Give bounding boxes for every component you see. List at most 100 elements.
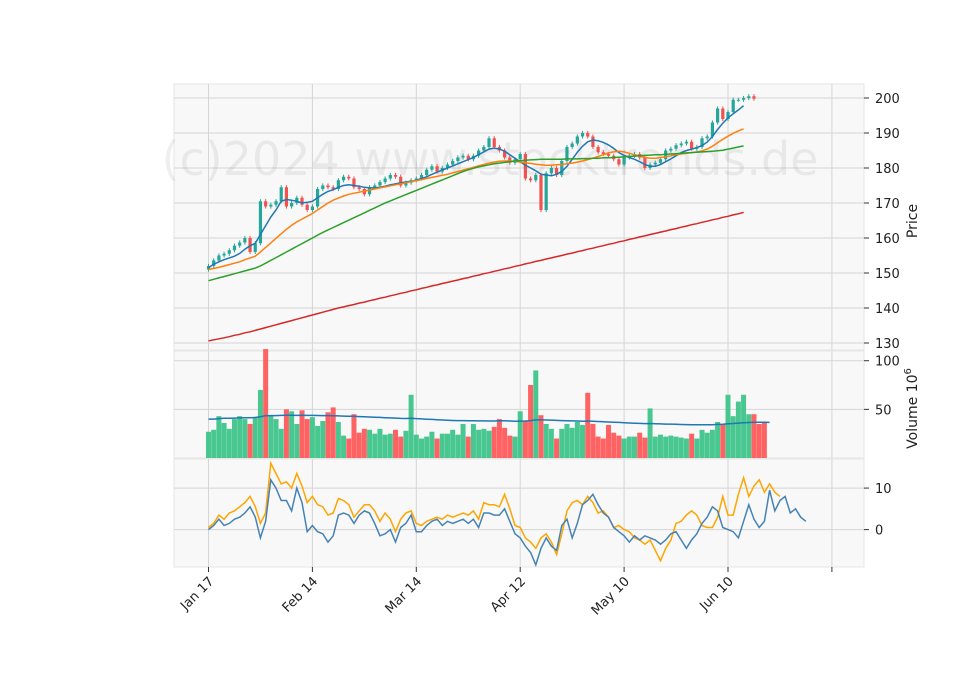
volume-bar-up bbox=[741, 394, 747, 458]
volume-bar-down bbox=[398, 436, 404, 458]
volume-bar-up bbox=[242, 419, 248, 458]
osc-a-line bbox=[208, 460, 781, 563]
candle-up-body bbox=[274, 201, 278, 205]
candle-up-body bbox=[336, 180, 340, 189]
candle-down-body bbox=[508, 157, 512, 163]
candle-up-body bbox=[741, 98, 746, 100]
volume-bar-down bbox=[465, 436, 471, 458]
volume-bar-down bbox=[522, 421, 528, 458]
candle-up-body bbox=[736, 99, 740, 101]
candle bbox=[456, 155, 460, 164]
candle-up-body bbox=[373, 185, 377, 188]
candle bbox=[544, 171, 548, 213]
candle-up-body bbox=[321, 185, 325, 189]
candle-up-body bbox=[253, 243, 257, 252]
candle-up-body bbox=[243, 238, 247, 243]
candle bbox=[477, 148, 481, 158]
candle-up-body bbox=[622, 157, 626, 165]
volume-ytick-label: 50 bbox=[875, 403, 892, 418]
candle-up-body bbox=[560, 161, 564, 175]
candle-up-body bbox=[679, 143, 683, 146]
volume-bar-down bbox=[346, 438, 352, 458]
candle bbox=[741, 95, 746, 102]
volume-bar-down bbox=[637, 432, 643, 458]
candle bbox=[549, 165, 553, 176]
volume-bar-down bbox=[689, 433, 695, 458]
volume-bar-down bbox=[756, 423, 762, 458]
candle-down-body bbox=[601, 152, 605, 154]
candle-up-body bbox=[477, 150, 481, 156]
volume-bar-up bbox=[237, 416, 243, 458]
candle-up-body bbox=[716, 108, 720, 123]
candle-up-body bbox=[310, 206, 314, 210]
candle-up-body bbox=[290, 203, 294, 207]
candle bbox=[264, 199, 268, 209]
candle-up-body bbox=[658, 159, 663, 163]
candle bbox=[591, 134, 595, 150]
candle-down-body bbox=[528, 178, 533, 181]
volume-bar-up bbox=[548, 428, 554, 458]
volume-bar-down bbox=[585, 392, 591, 458]
candle-up-body bbox=[227, 250, 231, 254]
xtick-label: Feb 14 bbox=[280, 574, 322, 616]
candle bbox=[658, 157, 663, 165]
candle-down-body bbox=[331, 187, 335, 189]
volume-bar-up bbox=[652, 436, 658, 458]
xtick-label: Apr 12 bbox=[488, 574, 529, 615]
candle-up-body bbox=[425, 169, 429, 175]
candle-up-body bbox=[570, 143, 574, 147]
volume-bar-up bbox=[216, 416, 222, 458]
candle bbox=[565, 144, 569, 164]
candle-up-body bbox=[341, 176, 346, 181]
volume-bar-down bbox=[642, 437, 648, 458]
candle-down-body bbox=[523, 154, 527, 179]
volume-bar-up bbox=[657, 434, 663, 458]
candle bbox=[310, 204, 314, 213]
candle-up-body bbox=[580, 133, 585, 137]
volume-bar-down bbox=[325, 412, 331, 458]
candle bbox=[279, 185, 283, 204]
volume-bar-up bbox=[418, 438, 424, 458]
volume-bar-down bbox=[611, 432, 617, 458]
price-ytick-label: 130 bbox=[875, 337, 900, 352]
volume-bar-up bbox=[439, 433, 445, 458]
candle bbox=[274, 199, 278, 207]
candle bbox=[679, 141, 683, 148]
volume-bar-down bbox=[434, 438, 440, 458]
candle bbox=[290, 200, 294, 209]
volume-bar-up bbox=[481, 428, 487, 458]
candle-up-body bbox=[445, 164, 450, 168]
candle bbox=[721, 106, 725, 122]
xtick-label: Jan 17 bbox=[177, 574, 217, 614]
volume-bar-up bbox=[257, 389, 263, 458]
candle-down-body bbox=[326, 185, 330, 188]
candle bbox=[731, 97, 735, 115]
volume-bar-down bbox=[538, 415, 544, 458]
volume-bar-up bbox=[725, 394, 731, 458]
volume-bar-up bbox=[746, 414, 752, 458]
volume-bar-up bbox=[621, 438, 627, 458]
candle-down-body bbox=[347, 176, 351, 179]
candle bbox=[700, 136, 704, 150]
candle bbox=[305, 202, 309, 213]
volume-bar-up bbox=[476, 429, 482, 458]
candle bbox=[487, 136, 491, 150]
candle bbox=[217, 253, 221, 263]
volume-bar-up bbox=[429, 431, 435, 458]
volume-bar-up bbox=[221, 422, 227, 458]
volume-bar-up bbox=[226, 428, 232, 458]
volume-bar-up bbox=[517, 411, 523, 458]
ma-short-line bbox=[208, 105, 745, 269]
candle bbox=[321, 183, 325, 192]
volume-bar-up bbox=[678, 437, 684, 458]
candle-up-body bbox=[710, 122, 715, 137]
volume-bar-up bbox=[699, 429, 705, 458]
candle-down-body bbox=[264, 201, 268, 207]
candle bbox=[705, 134, 709, 141]
candle-down-body bbox=[554, 168, 559, 175]
volume-bar-down bbox=[606, 424, 612, 458]
candle-down-body bbox=[591, 136, 595, 147]
price-ytick-label: 170 bbox=[875, 197, 900, 212]
candle bbox=[554, 165, 559, 178]
chart-marks bbox=[206, 94, 807, 568]
